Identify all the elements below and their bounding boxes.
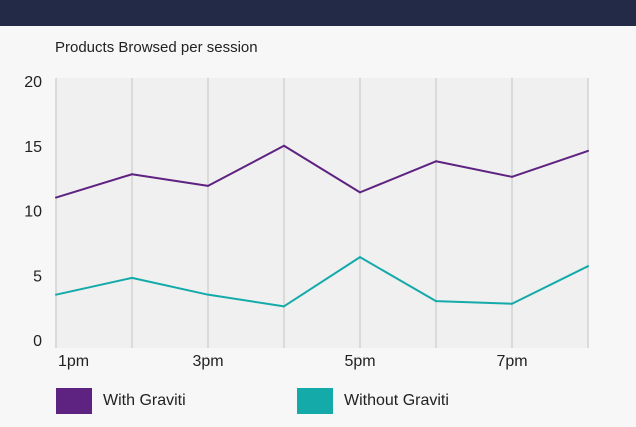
data-point-s1-5: [435, 300, 437, 303]
data-point-s0-7: [587, 149, 589, 152]
legend-label-without-graviti: Without Graviti: [344, 392, 449, 409]
y-tick-label-5: 5: [33, 268, 42, 285]
data-point-s1-4: [359, 256, 361, 259]
series-line-1: [55, 256, 589, 308]
data-point-s1-6: [511, 302, 513, 305]
y-tick-label-15: 15: [24, 139, 42, 156]
chart-title: Products Browsed per session: [55, 39, 258, 56]
x-tick-label-7pm: 7pm: [496, 353, 527, 370]
top-bar: [0, 0, 636, 26]
x-tick-label-1pm: 1pm: [58, 353, 89, 370]
data-point-s1-1: [131, 276, 133, 279]
data-point-s0-2: [207, 184, 209, 187]
legend-item-without-graviti: Without Graviti: [297, 388, 449, 414]
legend-label-with-graviti: With Graviti: [103, 392, 186, 409]
series-line-0: [55, 144, 589, 199]
data-point-s1-3: [283, 305, 285, 308]
legend-item-with-graviti: With Graviti: [56, 388, 186, 414]
y-tick-label-10: 10: [24, 204, 42, 221]
data-point-s0-3: [283, 144, 285, 147]
y-tick-label-20: 20: [24, 74, 42, 91]
data-point-s0-1: [131, 173, 133, 176]
y-tick-label-0: 0: [33, 333, 42, 350]
data-point-s1-2: [207, 293, 209, 296]
data-point-s1-7: [587, 265, 589, 268]
data-point-s1-0: [55, 293, 57, 296]
data-point-s0-0: [55, 196, 57, 199]
legend-swatch-with-graviti: [56, 388, 92, 414]
data-point-s0-6: [511, 175, 513, 178]
data-point-s0-5: [435, 160, 437, 163]
x-tick-label-3pm: 3pm: [192, 353, 223, 370]
data-point-s0-4: [359, 191, 361, 194]
legend-swatch-without-graviti: [297, 388, 333, 414]
plot-background: [56, 78, 588, 348]
x-tick-label-5pm: 5pm: [344, 353, 375, 370]
